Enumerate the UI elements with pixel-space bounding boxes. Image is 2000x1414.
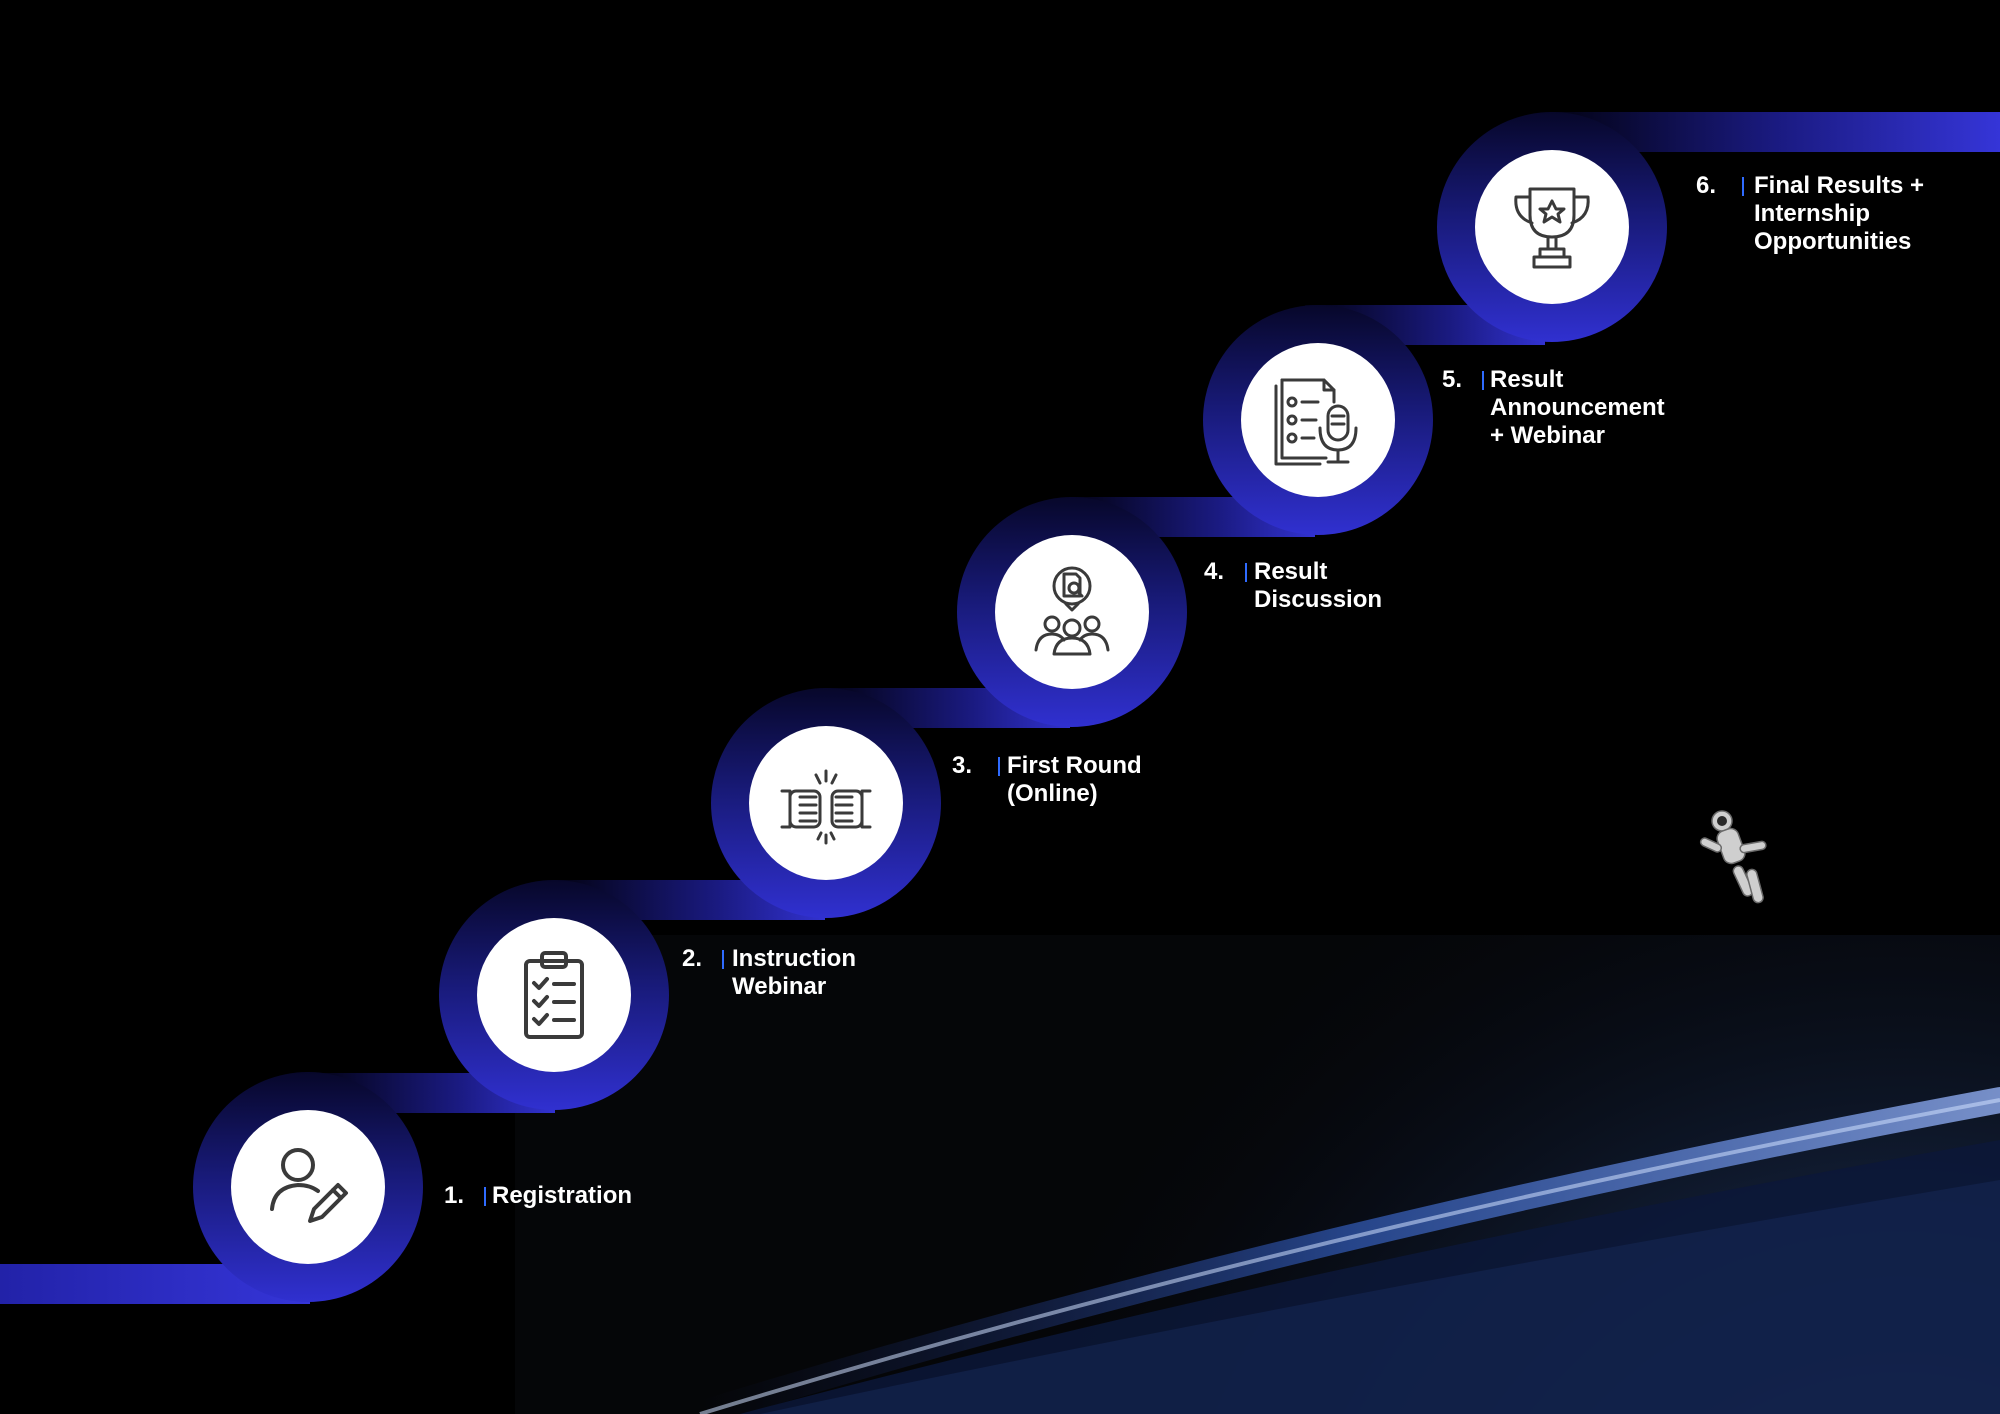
clipboard-checklist-icon — [524, 951, 584, 1039]
astronaut-icon — [1699, 810, 1767, 904]
step-6-disc — [1475, 150, 1629, 304]
step-title: Instruction Webinar — [732, 945, 856, 1000]
step-separator — [998, 757, 1000, 776]
step-title: Registration — [492, 1182, 633, 1209]
step-separator — [722, 950, 724, 969]
step-number: 1. — [444, 1182, 465, 1209]
user-edit-icon — [270, 1148, 348, 1223]
step-5-disc — [1241, 343, 1395, 497]
step-number: 6. — [1696, 172, 1717, 199]
step-number: 3. — [952, 752, 973, 779]
step-title: Final Results + Internship Opportunities — [1754, 172, 1925, 255]
step-1-disc — [231, 1110, 385, 1264]
step-2-disc — [477, 918, 631, 1072]
step-number: 4. — [1204, 558, 1225, 585]
step-separator — [484, 1187, 486, 1206]
step-title: Result Discussion — [1254, 558, 1383, 613]
step-separator — [1245, 563, 1247, 582]
step-separator — [1742, 177, 1744, 196]
step-3-disc — [749, 726, 903, 880]
group-discussion-icon — [1034, 566, 1110, 656]
step-number: 2. — [682, 945, 703, 972]
step-number: 5. — [1442, 366, 1463, 393]
step-title: First Round (Online) — [1007, 752, 1142, 807]
document-microphone-icon — [1274, 378, 1358, 466]
fist-bump-icon — [780, 769, 872, 845]
step-title: Result Announcement + Webinar — [1490, 366, 1665, 449]
step-4-disc — [995, 535, 1149, 689]
trophy-icon — [1514, 187, 1590, 269]
step-separator — [1482, 371, 1484, 390]
